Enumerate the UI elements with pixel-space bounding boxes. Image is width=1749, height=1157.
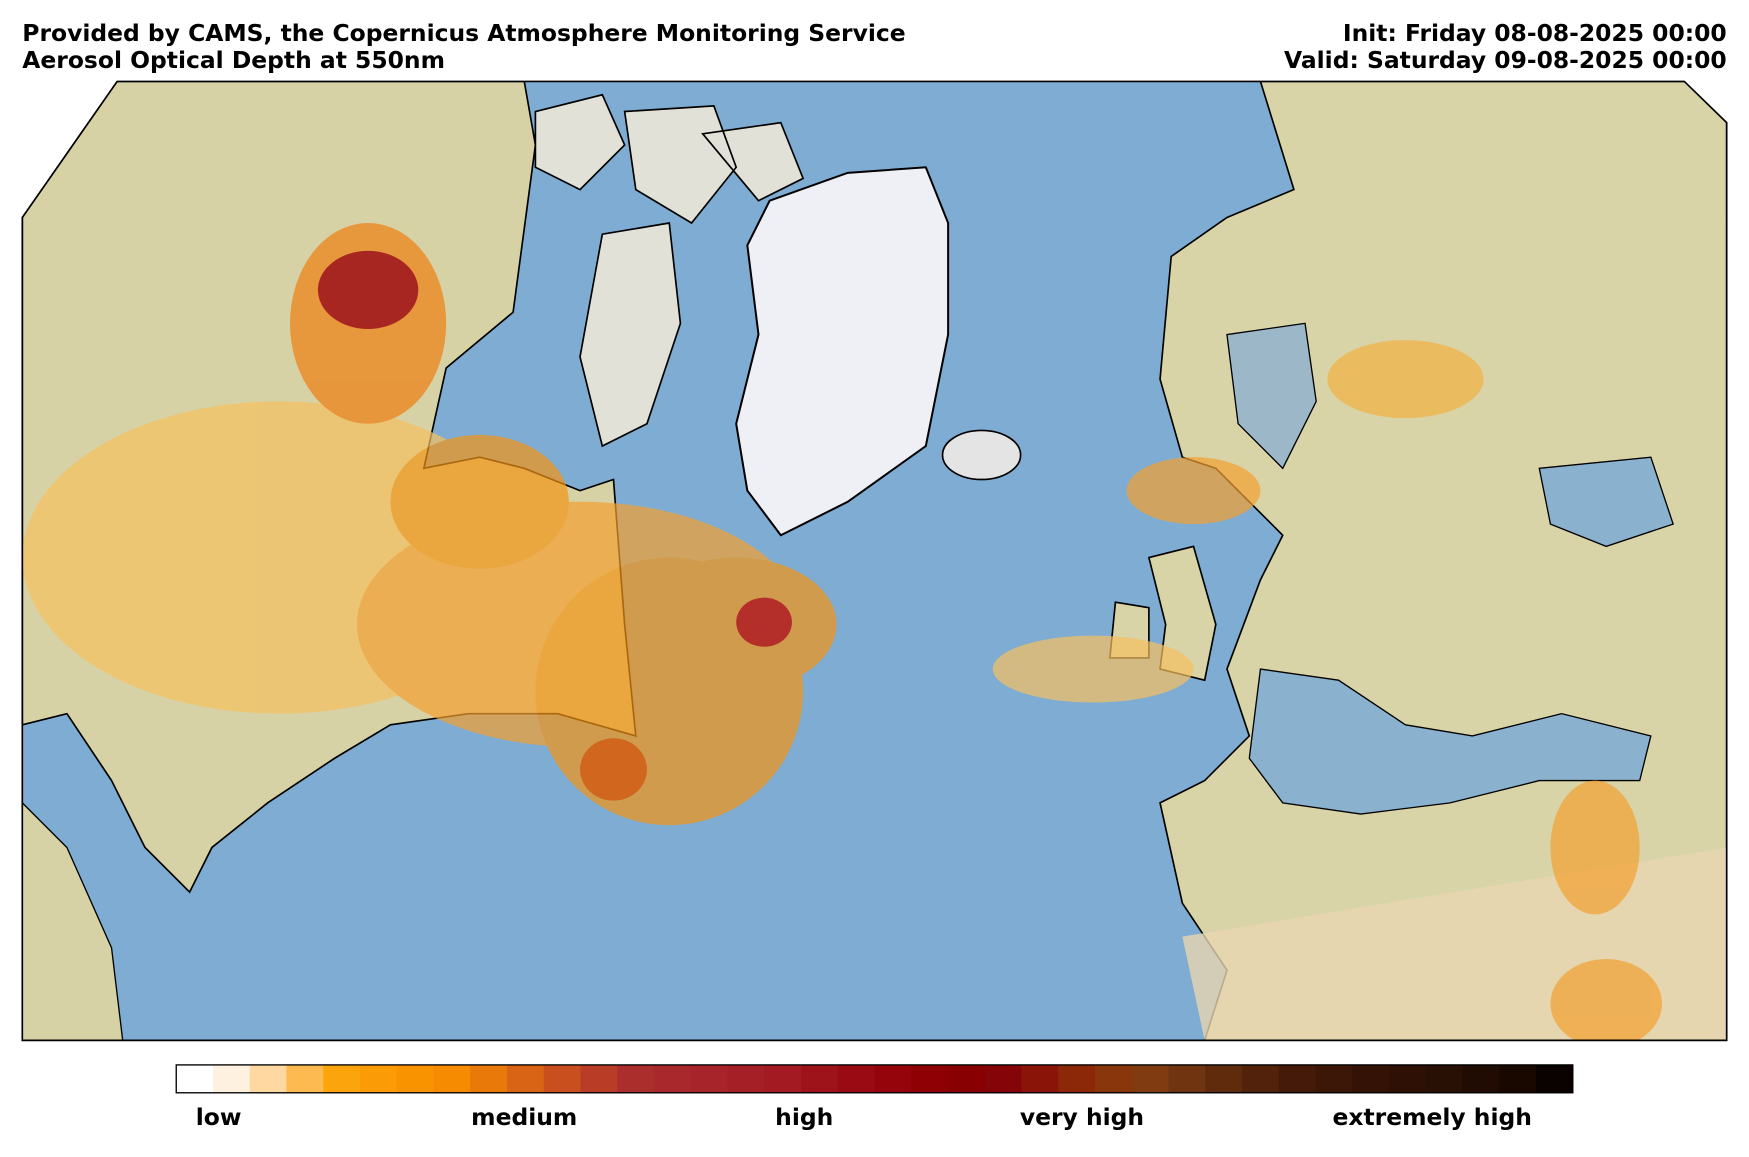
aerosol-peak: [580, 738, 647, 801]
colorbar-swatch: [506, 1064, 545, 1093]
colorbar-swatch: [1168, 1064, 1206, 1093]
colorbar-swatch: [286, 1064, 324, 1093]
colorbar-swatch: [470, 1064, 508, 1093]
colorbar-swatch: [212, 1064, 251, 1093]
valid-time: Valid: Saturday 09-08-2025 00:00: [1284, 46, 1727, 74]
colorbar-swatch: [764, 1064, 802, 1093]
colorbar-label: very high: [1020, 1103, 1144, 1131]
colorbar-label: low: [196, 1103, 242, 1131]
colorbar-swatch: [1131, 1064, 1170, 1093]
colorbar-swatch: [911, 1064, 949, 1093]
colorbar-swatch: [1425, 1064, 1464, 1093]
arctic-islands: [534, 93, 805, 448]
colorbar-swatch: [837, 1064, 876, 1093]
colorbar-swatch: [1205, 1064, 1243, 1093]
colorbar-swatch: [690, 1064, 729, 1093]
colorbar-swatch: [543, 1064, 582, 1093]
black-sea: [1538, 456, 1674, 548]
colorbar-label: high: [775, 1103, 833, 1131]
colorbar-swatch: [800, 1064, 839, 1093]
map-frame: [21, 80, 1728, 1042]
colorbar-swatch: [580, 1064, 618, 1093]
colorbar-swatch: [176, 1064, 214, 1093]
colorbar-swatch: [1021, 1064, 1059, 1093]
central-america: [22, 801, 124, 1041]
colorbar-swatch: [984, 1064, 1023, 1093]
init-time: Init: Friday 08-08-2025 00:00: [1343, 19, 1727, 47]
colorbar-swatch: [948, 1064, 986, 1093]
colorbar-swatch: [1278, 1064, 1317, 1093]
baltic-sea: [1226, 322, 1317, 470]
product-title: Aerosol Optical Depth at 550nm: [22, 46, 445, 74]
aerosol-peak: [736, 597, 792, 647]
colorbar-swatch: [1315, 1064, 1353, 1093]
colorbar-swatch: [1389, 1064, 1427, 1093]
colorbar-swatch: [323, 1064, 361, 1093]
aerosol-peak: [317, 250, 419, 329]
colorbar-swatch: [249, 1064, 288, 1093]
aerosol-field: [22, 223, 1662, 1041]
colorbar-swatch: [433, 1064, 471, 1093]
colorbar-swatch: [1352, 1064, 1390, 1093]
colorbar-swatch: [653, 1064, 692, 1093]
colorbar-outline: [175, 1064, 1574, 1094]
colorbar-label: medium: [471, 1103, 577, 1131]
colorbar-swatch: [1095, 1064, 1133, 1093]
colorbar-swatch: [727, 1064, 765, 1093]
colorbar-swatch: [617, 1064, 655, 1093]
colorbar-swatch: [874, 1064, 912, 1093]
colorbar-swatch: [1462, 1064, 1500, 1093]
colorbar-swatch: [396, 1064, 435, 1093]
colorbar-label: extremely high: [1333, 1103, 1532, 1131]
colorbar-swatch: [1058, 1064, 1096, 1093]
colorbar: low medium high very high extremely high: [175, 1064, 1574, 1131]
colorbar-swatch: [1536, 1064, 1574, 1093]
colorbar-swatch: [359, 1064, 398, 1093]
colorbar-swatch: [1499, 1064, 1537, 1093]
greenland: [735, 166, 950, 537]
colorbar-swatch: [1242, 1064, 1280, 1093]
source-title: Provided by CAMS, the Copernicus Atmosph…: [22, 19, 905, 47]
mediterranean: [1248, 668, 1652, 815]
iceland: [941, 429, 1022, 481]
map: [21, 80, 1728, 1042]
